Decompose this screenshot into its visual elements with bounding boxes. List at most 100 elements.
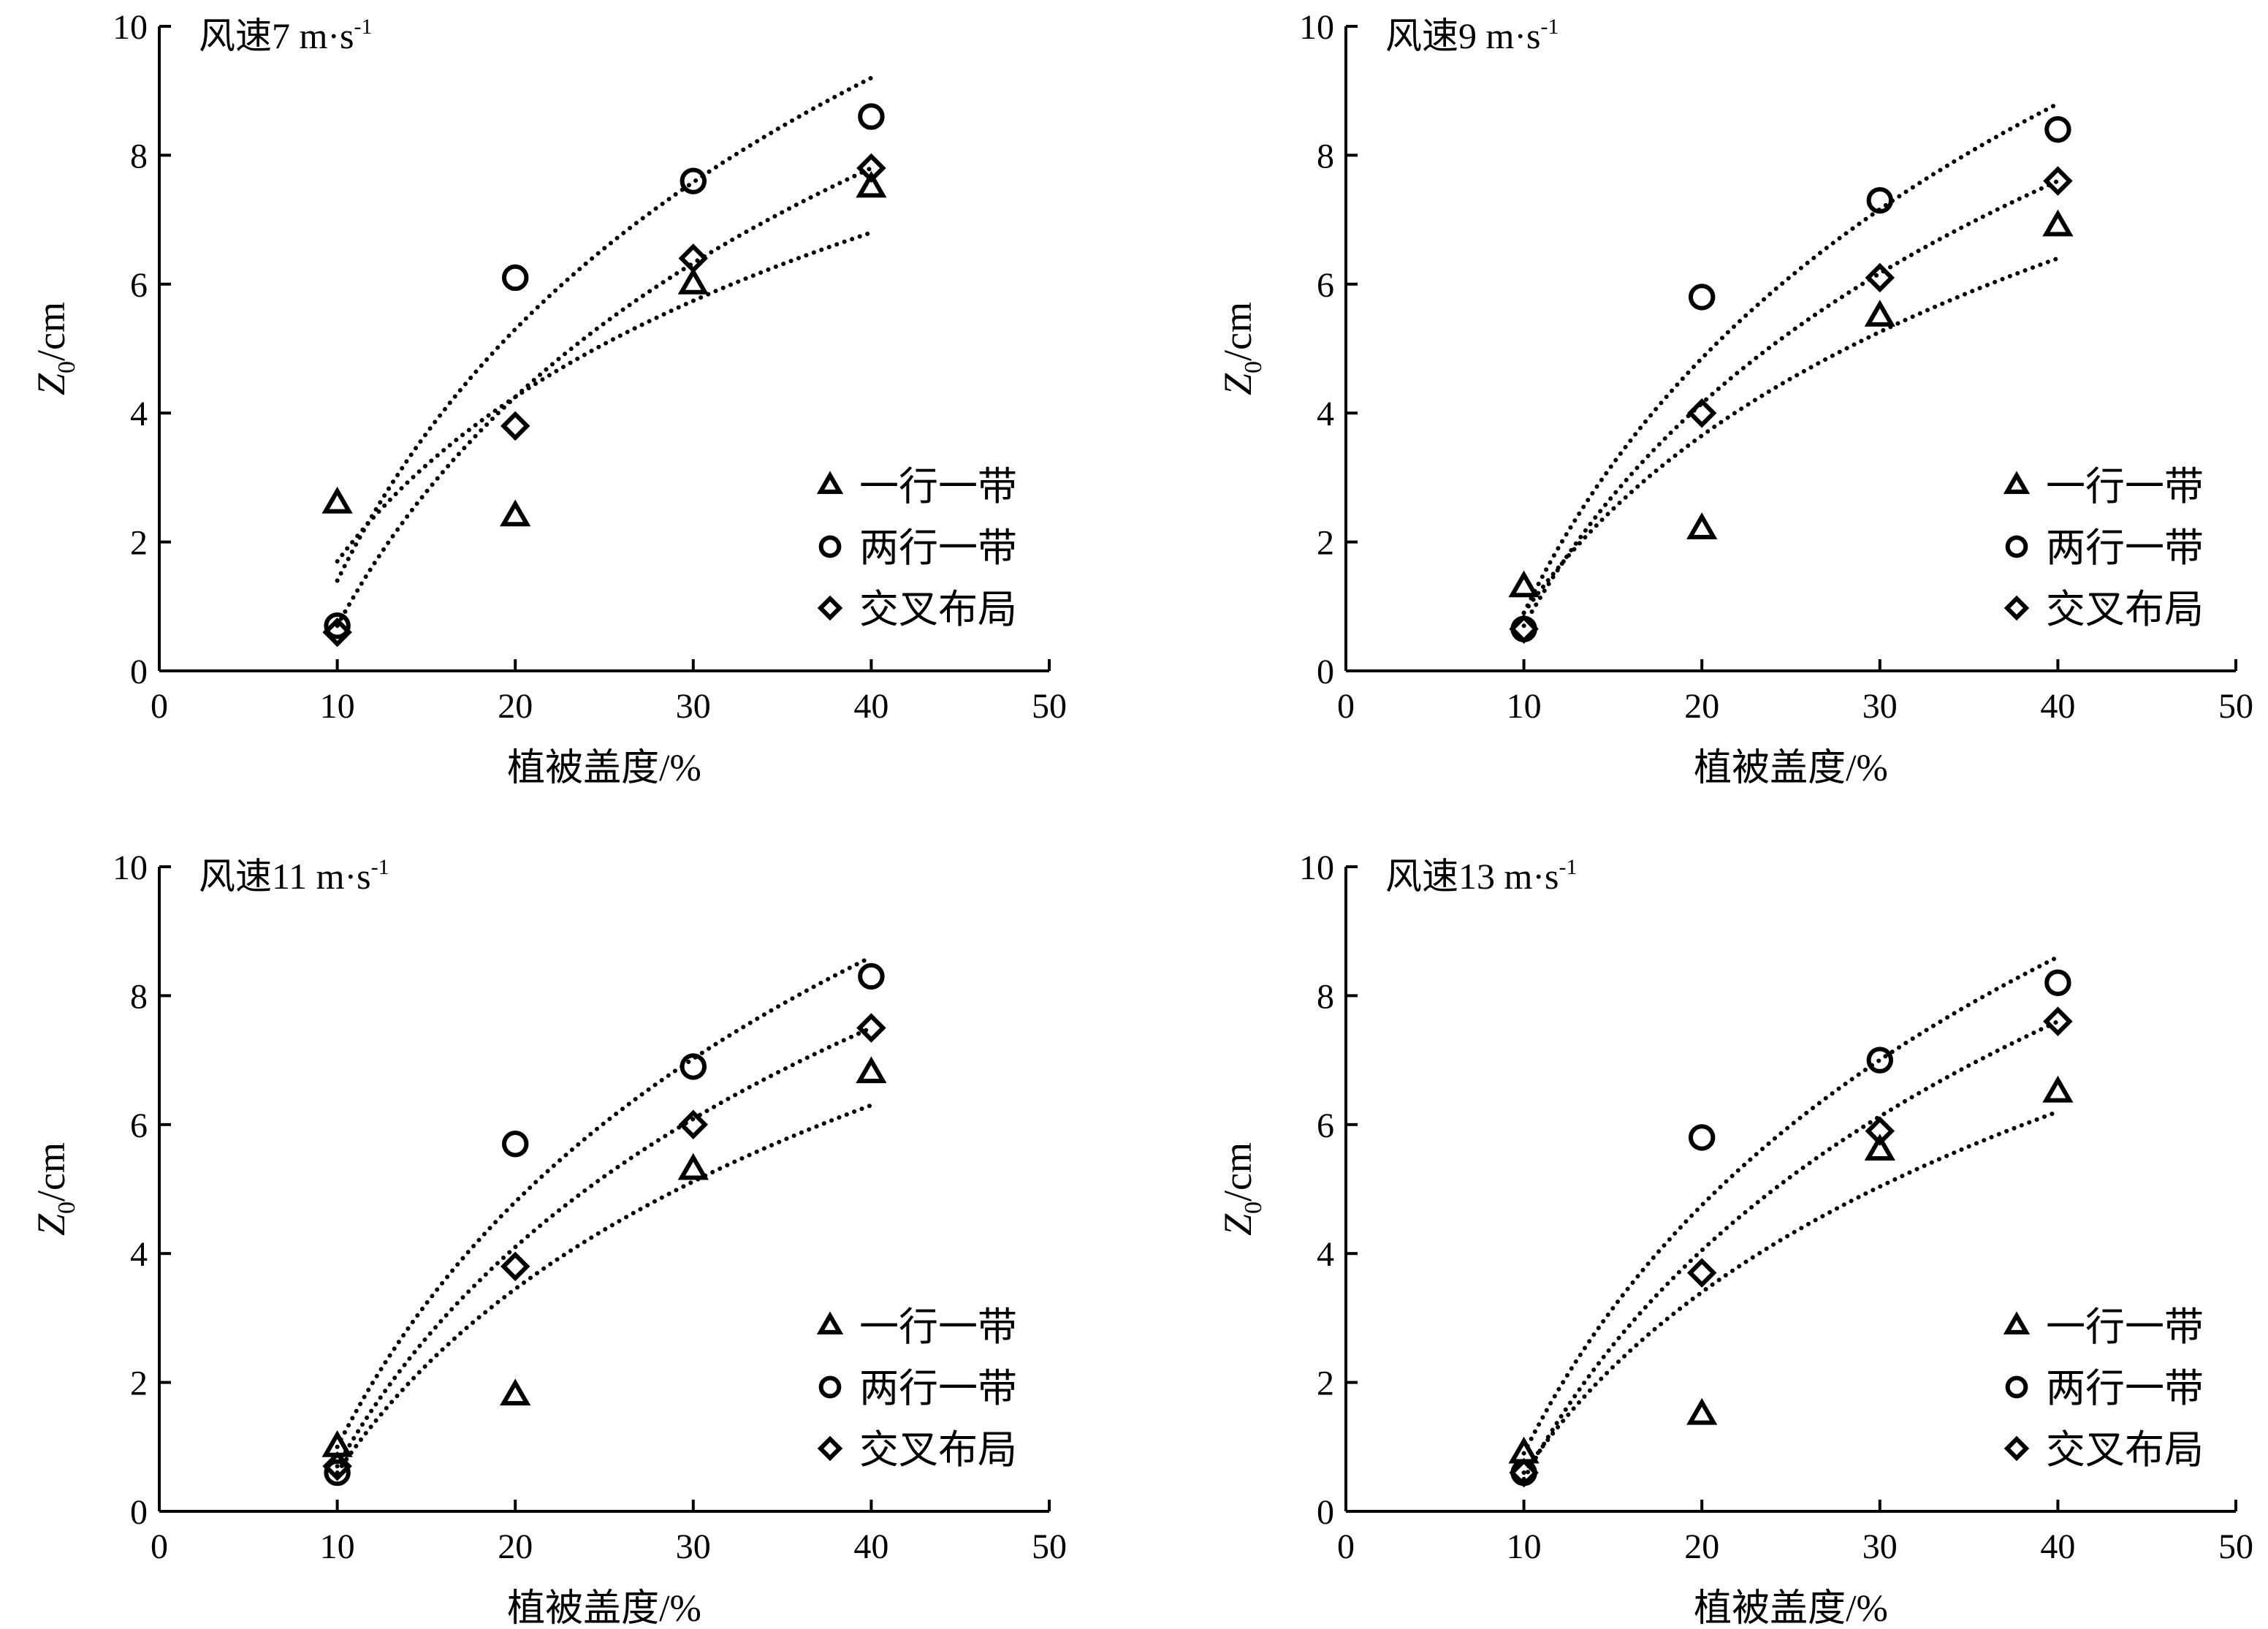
y-tick-label: 6	[1317, 266, 1334, 305]
point-triangle	[500, 1378, 531, 1406]
x-tick-label: 20	[498, 687, 533, 726]
point-triangle	[1508, 570, 1540, 598]
x-tick-label: 40	[853, 1527, 888, 1566]
legend-marker-diamond	[2003, 1435, 2030, 1462]
legend-label: 两行一带	[2046, 526, 2204, 570]
point-diamond	[678, 243, 709, 273]
point-diamond	[856, 1013, 886, 1043]
legend-marker-triangle	[816, 471, 844, 494]
y-tick-label: 6	[130, 1106, 148, 1145]
y-tick-label: 10	[113, 8, 148, 47]
y-tick-label: 8	[130, 137, 148, 175]
point-triangle	[1864, 300, 1895, 327]
legend-label: 两行一带	[859, 1367, 1017, 1410]
x-tick-label: 30	[676, 687, 711, 726]
legend-label: 交叉布局	[2046, 588, 2204, 631]
trendline-diamond	[335, 1025, 874, 1469]
y-tick-label: 2	[130, 1364, 148, 1403]
point-diamond	[678, 1109, 709, 1140]
x-tick-label: 0	[1337, 1527, 1355, 1566]
x-tick-label: 10	[320, 687, 355, 726]
y-tick-label: 8	[1317, 977, 1334, 1016]
y-axis-label-unit: /cm	[1216, 302, 1260, 361]
legend-marker-diamond	[817, 1435, 843, 1462]
y-tick-label: 0	[1317, 653, 1334, 691]
y-axis-label: Z0/cm	[29, 302, 80, 395]
trendline-diamond	[1521, 1019, 2060, 1481]
trendline-circle	[1521, 954, 2060, 1456]
legend-label: 一行一带	[2046, 1305, 2204, 1349]
y-tick-label: 10	[113, 848, 148, 887]
point-circle	[680, 167, 707, 194]
point-triangle	[1864, 1134, 1895, 1161]
trendline-circle	[335, 954, 874, 1449]
legend-marker-circle	[2005, 535, 2028, 558]
y-tick-label: 6	[1317, 1106, 1334, 1145]
point-diamond	[500, 411, 530, 441]
x-tick-label: 50	[1032, 1527, 1067, 1566]
x-tick-label: 10	[320, 1527, 355, 1566]
legend-marker-circle	[818, 535, 842, 558]
x-axis-label: 植被盖度/%	[1694, 748, 1888, 789]
y-axis-label-unit: /cm	[29, 302, 73, 361]
legend-marker-triangle	[816, 1311, 844, 1334]
x-tick-label: 10	[1507, 687, 1542, 726]
x-tick-label: 40	[853, 687, 888, 726]
y-tick-label: 8	[1317, 137, 1334, 175]
point-circle	[1689, 284, 1716, 311]
point-circle	[502, 264, 529, 292]
point-diamond	[1865, 262, 1895, 293]
trendline-diamond	[335, 166, 874, 629]
x-tick-label: 50	[2218, 1527, 2253, 1566]
x-tick-label: 20	[498, 1527, 533, 1566]
x-axis-label: 植被盖度/%	[507, 748, 701, 789]
trendline-triangle	[1521, 1109, 2060, 1476]
legend-marker-triangle	[2003, 471, 2031, 494]
x-tick-label: 40	[2040, 1527, 2075, 1566]
panel-title: 风速13 m·s-1	[1385, 855, 1578, 897]
y-tick-label: 10	[1299, 848, 1334, 887]
point-diamond	[500, 1251, 530, 1282]
point-circle	[502, 1131, 529, 1158]
x-tick-label: 0	[1337, 687, 1355, 726]
y-tick-label: 4	[1317, 1235, 1334, 1274]
point-triangle	[2042, 1075, 2074, 1103]
x-tick-label: 0	[151, 687, 168, 726]
panel-title-superscript: -1	[354, 15, 373, 39]
point-circle	[1689, 1124, 1716, 1151]
panel-title: 风速9 m·s-1	[1385, 15, 1559, 56]
y-axis-label: Z0/cm	[29, 1142, 80, 1236]
point-triangle	[856, 1056, 887, 1084]
y-tick-label: 4	[130, 1235, 148, 1274]
legend-label: 交叉布局	[2046, 1428, 2204, 1472]
point-diamond	[1865, 1116, 1895, 1146]
legend-marker-triangle	[2003, 1311, 2031, 1334]
point-diamond	[2043, 1006, 2073, 1036]
y-axis-label-main: Z	[1216, 373, 1260, 395]
y-tick-label: 0	[130, 653, 148, 691]
x-tick-label: 30	[676, 1527, 711, 1566]
legend-label: 一行一带	[2046, 465, 2204, 509]
x-tick-label: 20	[1684, 1527, 1719, 1566]
y-tick-label: 0	[1317, 1493, 1334, 1532]
point-circle	[2044, 969, 2071, 996]
point-diamond	[856, 153, 886, 183]
point-diamond	[1686, 1258, 1717, 1288]
y-tick-label: 6	[130, 266, 148, 305]
trendline-diamond	[1521, 178, 2060, 629]
y-axis-label-main: Z	[1216, 1213, 1260, 1236]
legend-label: 交叉布局	[859, 588, 1017, 631]
point-diamond	[1509, 1457, 1539, 1488]
y-axis-label-main: Z	[29, 373, 73, 395]
y-tick-label: 2	[130, 524, 148, 563]
x-tick-label: 30	[1862, 687, 1898, 726]
y-tick-label: 4	[130, 395, 148, 433]
y-tick-label: 0	[130, 1493, 148, 1532]
point-triangle	[677, 267, 709, 295]
panel-title: 风速7 m·s-1	[199, 15, 373, 56]
legend-label: 两行一带	[2046, 1367, 2204, 1410]
panel-title: 风速11 m·s-1	[199, 855, 389, 897]
point-circle	[324, 1459, 351, 1486]
